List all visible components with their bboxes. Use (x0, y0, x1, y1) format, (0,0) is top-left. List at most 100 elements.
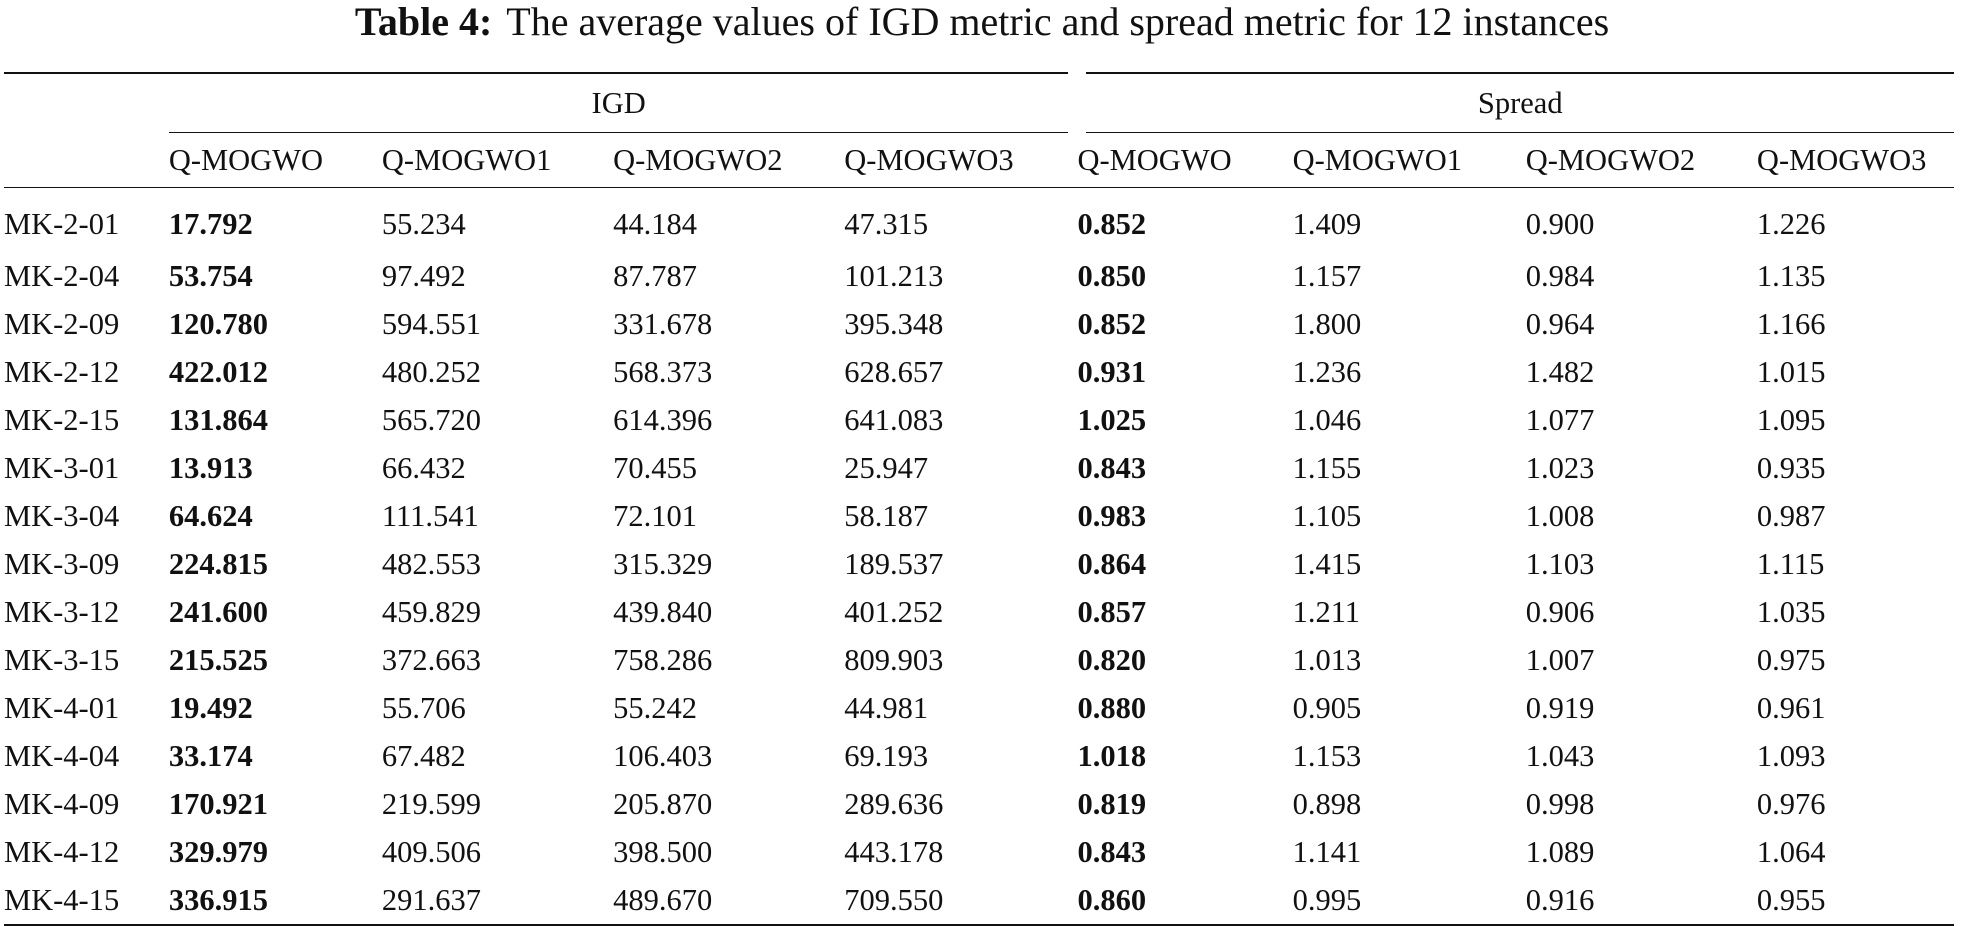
igd-value-cell: 336.915 (168, 876, 382, 926)
spread-value-cell: 1.093 (1756, 738, 1826, 773)
group-header-spread: Spread (1068, 72, 1954, 133)
spread-value-cell: 0.919 (1525, 690, 1595, 725)
igd-value-cell: 25.947 (844, 450, 929, 485)
table-row: MK-2-12 422.012 480.252 568.373 628.657 0.931… (4, 348, 1954, 396)
spread-value-cell: 0.852 (1077, 206, 1147, 241)
spread-value-cell: 0.961 (1756, 690, 1826, 725)
spread-value-cell: 1.141 (1292, 834, 1362, 869)
igd-value-cell: 97.492 (381, 258, 466, 293)
instance-cell: MK-2-15 (4, 402, 120, 437)
spread-value-cell: 0.995 (1292, 876, 1526, 926)
spread-value-cell: 0.905 (1292, 690, 1362, 725)
table-row: MK-4-04 33.174 67.482 106.403 69.193 1.018 1.1… (4, 732, 1954, 780)
instance-cell: MK-2-01 (4, 206, 120, 241)
spread-value-cell: 1.135 (1756, 258, 1826, 293)
spread-value-cell: 0.860 (1077, 876, 1293, 926)
igd-value-cell: 106.403 (613, 738, 713, 773)
spread-value-cell: 1.482 (1525, 354, 1595, 389)
table-row: MK-2-01 17.792 55.234 44.184 47.315 0.852 1.40… (4, 188, 1954, 253)
spread-value-cell: 1.008 (1525, 498, 1595, 533)
igd-value-cell: 64.624 (168, 498, 253, 533)
igd-value-cell: 120.780 (168, 306, 268, 341)
igd-value-cell: 70.455 (613, 450, 697, 485)
spread-value-cell: 1.064 (1756, 834, 1826, 869)
spread-value-cell: 1.089 (1525, 834, 1595, 869)
table-caption-label: Table 4: (354, 0, 493, 44)
igd-value-cell: 101.213 (844, 258, 944, 293)
igd-value-cell: 111.541 (381, 498, 479, 533)
spread-value-cell: 0.976 (1756, 786, 1826, 821)
spread-value-cell: 0.880 (1077, 690, 1147, 725)
table-caption: Table 4: The average values of IGD metric… (0, 0, 1964, 44)
spread-value-cell: 1.211 (1292, 594, 1361, 629)
spread-value-cell: 1.236 (1292, 354, 1362, 389)
table-body: MK-2-01 17.792 55.234 44.184 47.315 0.852 1.40… (4, 188, 1954, 926)
igd-value-cell: 594.551 (381, 306, 482, 341)
igd-value-cell: 709.550 (844, 876, 1078, 926)
spread-value-cell: 1.035 (1756, 594, 1826, 629)
spread-value-cell: 0.984 (1525, 258, 1595, 293)
igd-col-header: Q-MOGWO (168, 132, 382, 188)
spread-value-cell: 1.415 (1292, 546, 1362, 581)
spread-col-header: Q-MOGWO1 (1292, 132, 1526, 188)
igd-value-cell: 189.537 (844, 546, 944, 581)
spread-value-cell: 0.898 (1292, 786, 1362, 821)
spread-value-cell: 1.043 (1525, 738, 1595, 773)
igd-value-cell: 67.482 (381, 738, 466, 773)
igd-value-cell: 401.252 (844, 594, 944, 629)
spread-value-cell: 1.226 (1756, 206, 1826, 241)
igd-value-cell: 809.903 (844, 642, 944, 677)
igd-col-header: Q-MOGWO1 (381, 132, 614, 188)
igd-value-cell: 19.492 (168, 690, 253, 725)
igd-value-cell: 482.553 (381, 546, 482, 581)
spread-value-cell: 0.852 (1077, 306, 1147, 341)
spread-value-cell: 0.820 (1077, 642, 1147, 677)
igd-col-header: Q-MOGWO3 (844, 132, 1078, 188)
spread-value-cell: 0.935 (1756, 450, 1826, 485)
spread-value-cell: 1.115 (1756, 546, 1825, 581)
igd-value-cell: 205.870 (613, 786, 713, 821)
table-caption-text: The average values of IGD metric and spr… (506, 0, 1610, 44)
instance-cell: MK-2-04 (4, 258, 120, 293)
spread-value-cell: 0.900 (1525, 206, 1595, 241)
spread-value-cell: 0.916 (1525, 876, 1757, 926)
igd-value-cell: 489.670 (613, 876, 845, 926)
spread-value-cell: 1.157 (1292, 258, 1362, 293)
igd-value-cell: 170.921 (168, 786, 268, 821)
instance-cell: MK-3-01 (4, 450, 120, 485)
igd-value-cell: 13.913 (168, 450, 253, 485)
spread-value-cell: 1.800 (1292, 306, 1362, 341)
igd-value-cell: 480.252 (381, 354, 482, 389)
results-table: IGD Spread Q-MOGWO Q-MOGWO1 Q-MOGWO2 Q-M… (4, 72, 1954, 926)
spread-value-cell: 0.987 (1756, 498, 1826, 533)
spread-value-cell: 0.857 (1077, 594, 1147, 629)
instance-cell: MK-4-04 (4, 738, 120, 773)
igd-value-cell: 409.506 (381, 834, 482, 869)
igd-value-cell: 565.720 (381, 402, 482, 437)
spread-value-cell: 0.975 (1756, 642, 1826, 677)
igd-value-cell: 17.792 (168, 206, 253, 241)
igd-value-cell: 422.012 (168, 354, 268, 389)
instance-cell: MK-4-09 (4, 786, 120, 821)
spread-value-cell: 1.105 (1292, 498, 1362, 533)
igd-value-cell: 44.184 (613, 206, 697, 241)
igd-value-cell: 44.981 (844, 690, 929, 725)
table-row: MK-4-12 329.979 409.506 398.500 443.178 0.843… (4, 828, 1954, 876)
spread-value-cell: 1.013 (1292, 642, 1362, 677)
igd-value-cell: 33.174 (168, 738, 253, 773)
igd-value-cell: 395.348 (844, 306, 944, 341)
igd-value-cell: 241.600 (168, 594, 268, 629)
spread-value-cell: 1.166 (1756, 306, 1826, 341)
spread-value-cell: 0.843 (1077, 834, 1147, 869)
igd-value-cell: 72.101 (613, 498, 697, 533)
spread-value-cell: 1.023 (1525, 450, 1595, 485)
igd-value-cell: 224.815 (168, 546, 268, 581)
table-row: MK-2-04 53.754 97.492 87.787 101.213 0.850 1.1… (4, 252, 1954, 300)
instance-header (4, 132, 169, 188)
igd-value-cell: 219.599 (381, 786, 482, 821)
group-header-igd: IGD (168, 72, 1078, 133)
instance-cell: MK-2-12 (4, 354, 120, 389)
spread-value-cell: 0.864 (1077, 546, 1147, 581)
igd-value-cell: 439.840 (613, 594, 713, 629)
instance-cell: MK-2-09 (4, 306, 120, 341)
